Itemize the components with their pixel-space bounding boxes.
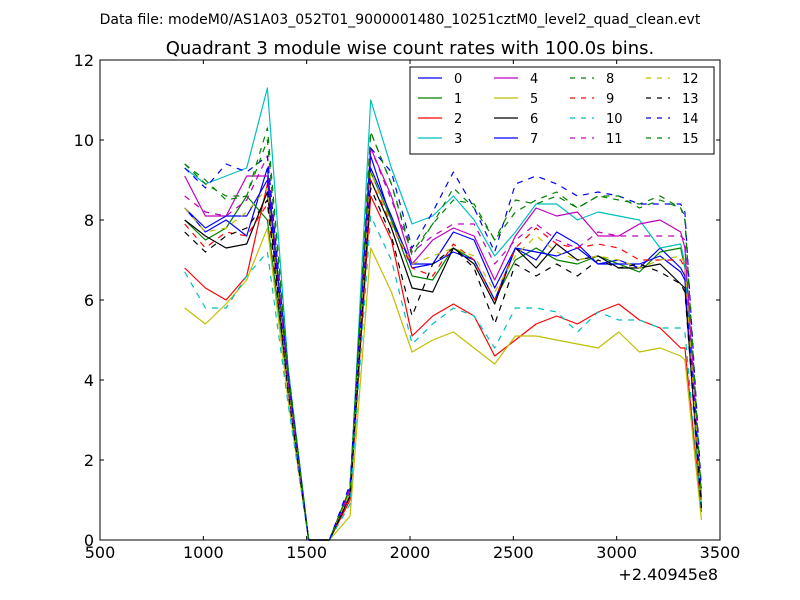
figure-suptitle: Data file: modeM0/AS1A03_052T01_90000014…	[100, 12, 701, 28]
x-tick-label: 3000	[596, 543, 637, 562]
legend-label-14: 14	[682, 112, 699, 127]
series-line-12	[184, 171, 702, 541]
series-line-5	[184, 227, 702, 541]
y-tick-label: 12	[74, 51, 94, 70]
series-line-9	[184, 179, 702, 541]
x-tick-label: 500	[85, 543, 116, 562]
x-tick-label: 1000	[183, 543, 224, 562]
series-line-1	[184, 171, 702, 541]
series-line-10	[184, 215, 702, 541]
x-tick-label: 2500	[493, 543, 534, 562]
x-offset-label: +2.40945e8	[618, 565, 718, 584]
chart-title: Quadrant 3 module wise count rates with …	[166, 38, 655, 59]
legend-label-2: 2	[454, 112, 462, 127]
legend-label-3: 3	[454, 132, 462, 147]
y-tick-label: 8	[84, 211, 94, 230]
series-line-7	[184, 167, 702, 541]
series-layer	[184, 87, 702, 541]
legend-label-0: 0	[454, 72, 462, 87]
series-line-14	[184, 147, 702, 541]
legend-label-12: 12	[682, 72, 699, 87]
legend-label-8: 8	[606, 72, 614, 87]
y-tick-label: 10	[74, 131, 94, 150]
y-tick-label: 2	[84, 451, 94, 470]
series-line-11	[184, 147, 702, 541]
x-tick-label: 2000	[390, 543, 431, 562]
legend-box	[409, 66, 715, 155]
legend-label-13: 13	[682, 92, 699, 107]
legend-label-10: 10	[606, 112, 623, 127]
legend-label-1: 1	[454, 92, 462, 107]
legend-label-4: 4	[530, 72, 538, 87]
legend-label-7: 7	[530, 132, 538, 147]
series-line-3	[184, 87, 702, 541]
legend-label-11: 11	[606, 132, 623, 147]
x-tick-label: 1500	[286, 543, 327, 562]
legend-label-15: 15	[682, 132, 699, 147]
y-tick-label: 0	[84, 531, 94, 550]
y-tick-label: 6	[84, 291, 94, 310]
legend-label-5: 5	[530, 92, 538, 107]
y-tick-label: 4	[84, 371, 94, 390]
legend-label-6: 6	[530, 112, 538, 127]
series-line-13	[184, 187, 702, 541]
series-line-15	[184, 131, 702, 541]
series-line-2	[184, 183, 702, 541]
legend-label-9: 9	[606, 92, 614, 107]
x-tick-label: 3500	[700, 543, 741, 562]
